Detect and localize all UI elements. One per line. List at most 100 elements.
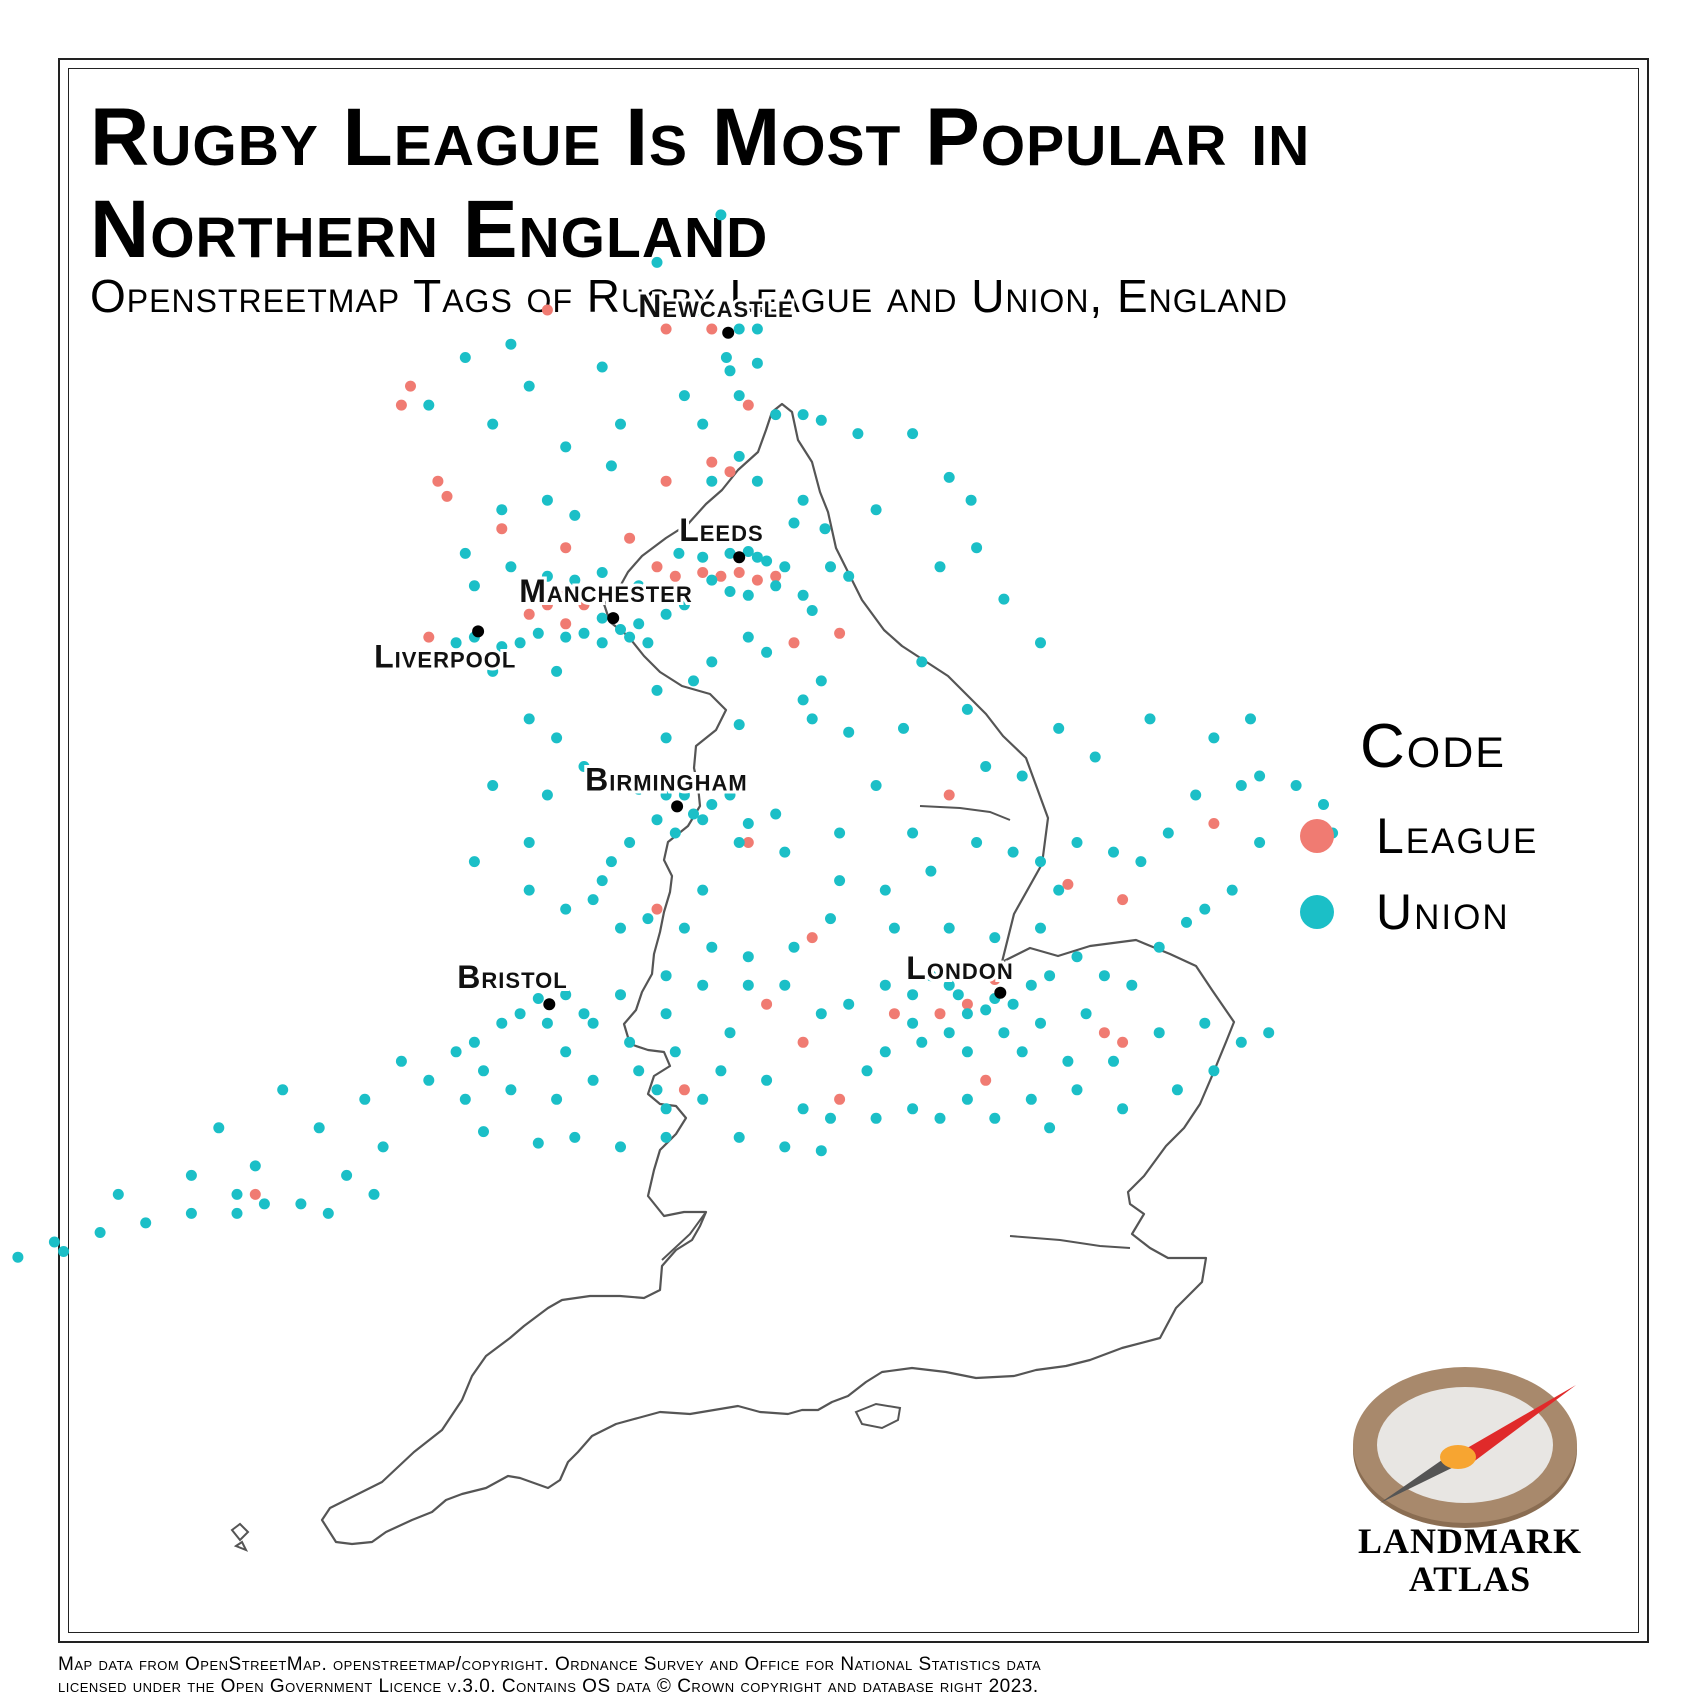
union-point xyxy=(678,599,690,611)
union-point xyxy=(706,475,718,487)
league-point xyxy=(797,1036,809,1048)
union-point xyxy=(797,589,809,601)
union-point xyxy=(733,323,745,335)
union-point xyxy=(377,1141,389,1153)
union-point xyxy=(322,1207,334,1219)
union-point xyxy=(761,646,773,658)
league-point xyxy=(834,627,846,639)
union-point xyxy=(934,561,946,573)
city-label-birmingham: Birmingham xyxy=(585,761,748,797)
league-point xyxy=(715,570,727,582)
union-point xyxy=(989,932,1001,944)
union-point xyxy=(797,409,809,421)
union-point xyxy=(965,494,977,506)
union-point xyxy=(1044,970,1056,982)
union-point xyxy=(688,808,699,820)
union-point xyxy=(1235,780,1247,791)
union-point xyxy=(341,1169,353,1181)
union-point xyxy=(660,1008,672,1020)
union-point xyxy=(551,732,563,744)
union-point xyxy=(733,719,745,731)
legend-title: Code xyxy=(1360,712,1506,781)
union-point xyxy=(1135,856,1147,868)
union-point xyxy=(870,780,882,791)
union-point xyxy=(751,357,763,369)
union-point xyxy=(596,637,608,649)
league-point xyxy=(560,542,572,554)
england-coastline xyxy=(230,402,1236,1552)
union-point xyxy=(541,494,553,506)
union-point xyxy=(742,979,754,991)
union-point xyxy=(523,380,535,392)
league-point xyxy=(733,567,745,578)
union-point xyxy=(624,631,636,643)
credits-line-2: licensed under the Open Government Licen… xyxy=(58,1676,1039,1697)
union-point xyxy=(843,998,855,1010)
union-point xyxy=(998,593,1010,605)
union-point xyxy=(943,471,955,483)
union-point xyxy=(1044,1122,1056,1134)
union-point xyxy=(651,256,663,268)
logo-wordmark: LANDMARK ATLAS xyxy=(1330,1522,1610,1598)
union-point xyxy=(1080,1008,1092,1020)
union-point xyxy=(459,352,471,363)
union-point xyxy=(788,941,800,953)
union-point xyxy=(879,979,891,991)
logo-line-2: ATLAS xyxy=(1408,1559,1532,1599)
league-point xyxy=(405,380,416,392)
league-point xyxy=(697,567,709,578)
union-point xyxy=(423,1074,435,1086)
union-point xyxy=(834,827,846,839)
league-point xyxy=(980,1074,992,1086)
credits: Map data from OpenStreetMap. openstreetm… xyxy=(58,1654,1658,1698)
union-point xyxy=(1035,1017,1046,1029)
city-marker-bristol xyxy=(543,998,556,1011)
league-swatch-icon xyxy=(1300,819,1334,853)
league-point xyxy=(496,523,508,535)
union-point xyxy=(615,624,626,635)
union-point xyxy=(961,1008,973,1020)
union-point xyxy=(569,574,581,586)
union-point xyxy=(633,783,645,795)
union-point xyxy=(678,390,690,402)
league-point xyxy=(1117,894,1129,906)
legend-label-league: League xyxy=(1376,808,1539,864)
union-point xyxy=(532,1137,544,1149)
union-point xyxy=(815,414,827,426)
league-point xyxy=(423,631,435,643)
union-point xyxy=(989,1112,1001,1124)
union-point xyxy=(934,1112,946,1124)
union-point xyxy=(779,561,791,573)
union-point xyxy=(697,1093,709,1105)
league-point xyxy=(806,932,818,944)
union-point xyxy=(578,761,590,772)
union-point xyxy=(797,494,809,506)
league-point xyxy=(249,1188,261,1200)
union-point xyxy=(1035,922,1046,934)
union-point xyxy=(961,703,973,715)
union-point xyxy=(249,1160,261,1172)
union-point xyxy=(277,1084,289,1096)
union-point xyxy=(742,951,754,963)
union-point xyxy=(596,612,608,624)
legend-item-league: League xyxy=(1300,798,1620,874)
union-point xyxy=(806,605,818,616)
union-point xyxy=(843,570,855,582)
union-point xyxy=(660,789,672,801)
league-point xyxy=(1208,818,1220,829)
union-point xyxy=(560,989,572,1001)
union-point xyxy=(624,1036,636,1048)
map-subtitle: Openstreetmap Tags of Rugby League and U… xyxy=(90,270,1289,322)
league-point xyxy=(578,599,590,611)
league-point xyxy=(989,974,1001,985)
city-label-manchester: Manchester xyxy=(519,573,693,609)
union-point xyxy=(642,637,654,649)
union-point xyxy=(140,1217,152,1229)
union-point xyxy=(943,979,955,991)
union-point xyxy=(1062,1055,1074,1067)
union-point xyxy=(815,675,827,687)
union-point xyxy=(788,517,800,529)
league-point xyxy=(888,1008,900,1020)
union-point xyxy=(295,1198,307,1210)
union-point xyxy=(48,1236,60,1248)
